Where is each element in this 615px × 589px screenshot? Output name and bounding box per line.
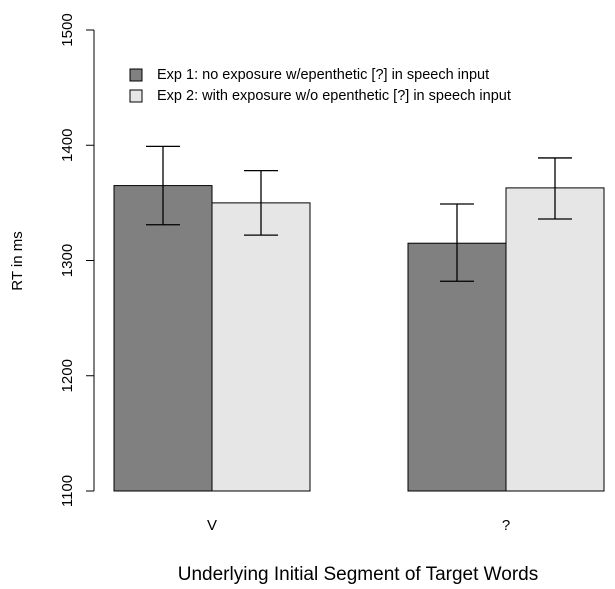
legend-label: Exp 2: with exposure w/o epenthetic [?] … (157, 88, 511, 104)
y-tick-label: 1400 (59, 129, 76, 162)
x-tick-label: V (207, 517, 217, 534)
error-bar (538, 157, 572, 220)
error-bar (244, 169, 278, 236)
y-tick-label: 1200 (59, 359, 76, 392)
x-tick-label: ? (502, 517, 510, 534)
bars (113, 185, 605, 492)
error-bar (440, 203, 474, 282)
legend: Exp 1: no exposure w/epenthetic [?] in s… (129, 67, 511, 104)
error-bar (146, 145, 180, 226)
y-axis: 1100 1200 1300 1400 1500 (59, 13, 95, 507)
x-tick-labels: V? (207, 517, 510, 534)
bar (113, 185, 213, 492)
legend-swatch (129, 68, 143, 82)
legend-swatch (129, 89, 143, 103)
y-tick-label: 1100 (59, 475, 76, 507)
y-tick-label: 1500 (59, 13, 76, 46)
x-axis-label: Underlying Initial Segment of Target Wor… (178, 564, 538, 585)
legend-label: Exp 1: no exposure w/epenthetic [?] in s… (157, 67, 489, 83)
bar (505, 187, 605, 492)
error-bars (146, 145, 572, 282)
y-tick-label: 1300 (59, 244, 76, 277)
bar (211, 202, 311, 492)
y-axis-label: RT in ms (9, 231, 26, 290)
bar (407, 242, 507, 492)
